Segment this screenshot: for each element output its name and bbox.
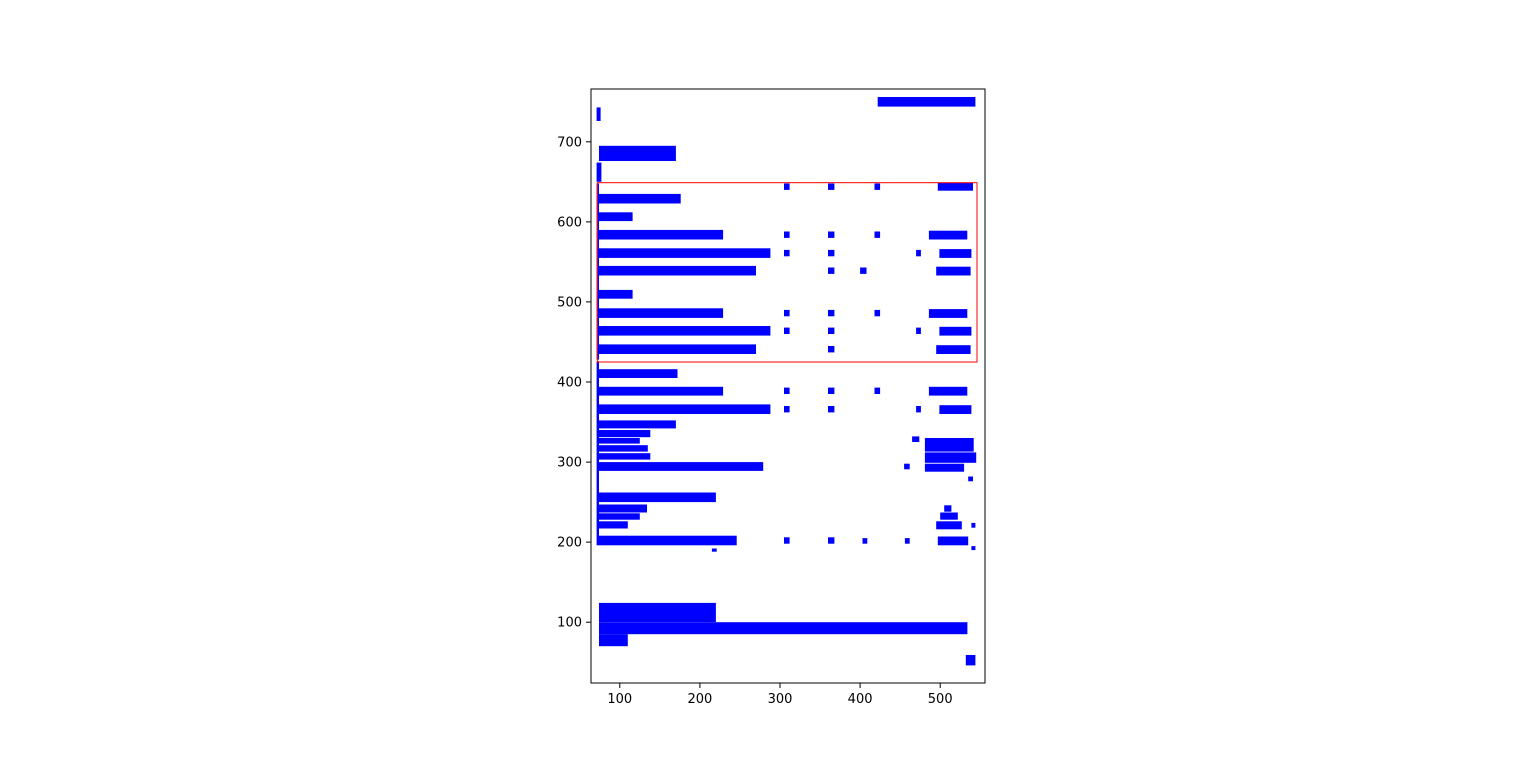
layout-box <box>599 521 628 529</box>
layout-box <box>924 438 974 452</box>
layout-box <box>860 267 867 274</box>
layout-box <box>596 361 599 546</box>
layout-box <box>828 309 835 317</box>
x-tick-label: 200 <box>687 692 712 707</box>
layout-box <box>784 387 790 394</box>
layout-box <box>916 406 921 413</box>
layout-box <box>828 183 835 190</box>
y-tick-label: 400 <box>557 376 582 391</box>
layout-box <box>828 231 835 238</box>
layout-box <box>937 182 973 191</box>
layout-box <box>928 309 968 318</box>
layout-box <box>971 522 976 528</box>
layout-box <box>596 162 602 182</box>
layout-box <box>784 327 790 334</box>
layout-box <box>939 326 972 336</box>
layout-box <box>828 406 835 413</box>
layout-box <box>904 463 910 470</box>
layout-box <box>784 309 790 317</box>
plot-border <box>590 88 986 684</box>
y-tick-label: 700 <box>557 135 582 150</box>
layout-box <box>874 387 881 394</box>
layout-box <box>828 327 835 334</box>
layout-box <box>784 537 790 544</box>
layout-box <box>599 265 756 276</box>
x-tick-label: 300 <box>768 692 793 707</box>
layout-box <box>599 308 724 318</box>
layout-box <box>599 386 724 396</box>
layout-box <box>784 406 790 413</box>
layout-box <box>599 212 633 222</box>
layout-box <box>599 229 724 240</box>
layout-box <box>928 386 968 396</box>
layout-box <box>599 193 681 204</box>
layout-box <box>944 505 952 512</box>
layout-box <box>599 430 651 438</box>
y-tick-label: 300 <box>557 456 582 471</box>
layout-box <box>904 538 910 544</box>
layout-box <box>936 345 971 354</box>
layout-box <box>828 537 835 544</box>
layout-box <box>599 369 678 378</box>
layout-box <box>599 602 716 623</box>
layout-box <box>599 420 676 429</box>
layout-box <box>916 327 921 334</box>
layout-box <box>937 536 969 546</box>
layout-box <box>862 538 868 544</box>
layout-box <box>599 462 764 471</box>
layout-box <box>599 248 771 258</box>
x-tick-label: 400 <box>848 692 873 707</box>
layout-box <box>599 445 648 452</box>
layout-box <box>939 405 972 414</box>
layout-box <box>599 145 676 161</box>
x-tick-label: 100 <box>607 692 632 707</box>
layout-box <box>599 634 628 647</box>
layout-box <box>874 231 881 238</box>
layout-box <box>599 438 640 444</box>
layout-box <box>599 535 737 546</box>
layout-box <box>784 249 790 257</box>
layout-box <box>965 655 976 666</box>
layout-box <box>916 249 921 257</box>
layout-box <box>596 107 601 121</box>
y-tick-label: 200 <box>557 536 582 551</box>
layout-box <box>599 492 716 503</box>
layout-box <box>599 504 647 513</box>
layout-box <box>936 266 971 276</box>
layout-box <box>828 346 835 353</box>
layout-box <box>968 476 973 482</box>
x-tick-label: 500 <box>928 692 953 707</box>
layout-box <box>784 231 790 238</box>
layout-box <box>599 622 968 635</box>
layout-box <box>599 344 756 354</box>
layout-box <box>912 436 920 442</box>
layout-box <box>936 521 962 530</box>
layout-box <box>940 512 958 520</box>
layout-box <box>971 546 976 551</box>
layout-box <box>599 453 651 460</box>
layout-box <box>939 249 972 258</box>
layout-box <box>877 97 976 107</box>
layout-box <box>599 404 771 414</box>
layout-box <box>928 230 968 240</box>
layout-box <box>924 463 965 472</box>
y-tick-label: 600 <box>557 215 582 230</box>
layout-box <box>599 513 640 520</box>
layout-box <box>711 548 717 552</box>
layout-box <box>828 387 835 394</box>
layout-box <box>874 183 881 190</box>
highlight-rectangle <box>596 182 978 363</box>
layout-box <box>599 326 771 336</box>
layout-box <box>828 267 835 274</box>
y-tick-label: 100 <box>557 616 582 631</box>
layout-box <box>828 249 835 257</box>
layout-box <box>599 289 633 299</box>
layout-box <box>784 183 790 190</box>
y-tick-label: 500 <box>557 295 582 310</box>
layout-box <box>874 309 881 317</box>
layout-box <box>924 452 977 463</box>
